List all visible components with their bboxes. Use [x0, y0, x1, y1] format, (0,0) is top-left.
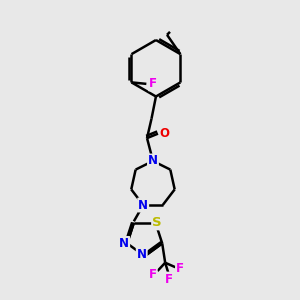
- Text: N: N: [119, 237, 129, 250]
- Text: N: N: [138, 199, 148, 212]
- Text: F: F: [149, 268, 157, 281]
- Text: F: F: [176, 262, 184, 275]
- Text: N: N: [148, 154, 158, 167]
- Text: S: S: [152, 216, 162, 229]
- Text: N: N: [137, 248, 147, 261]
- Text: F: F: [149, 77, 157, 90]
- Text: F: F: [165, 273, 173, 286]
- Text: O: O: [160, 127, 170, 140]
